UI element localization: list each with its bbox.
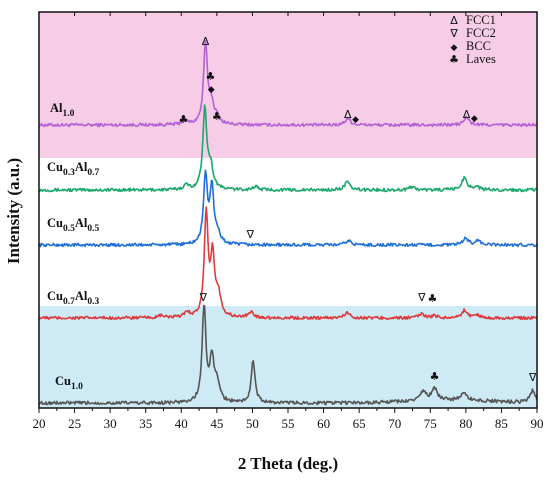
label-sub: 1.0 [63,109,75,119]
legend-label-fcc2: FCC2 [466,26,496,40]
background-bands [39,12,537,408]
legend-label-fcc1: FCC1 [466,13,496,27]
label-sub: 0.7 [87,168,99,178]
sample-label-Cu1.0: Cu1.0 [55,374,83,392]
marker-bcc: ◆ [208,85,215,95]
phase-marker-layer: ΔΔ Δ∇∇ ∇∇◆◆ ◆♣♣ ♣♣♣ [178,35,537,384]
sample-label-Cu0.3Al0.7: Cu0.3Al0.7 [47,160,99,178]
band-blue [39,306,537,408]
x-axis: 20 25 30 35 40 45 50 55 60 65 70 75 80 85 90 [33,12,544,431]
x-tick-label: 70 [388,416,401,431]
legend: Δ FCC1 ∇ FCC2 ◆ BCC ♣ Laves [449,13,496,66]
marker-laves: ♣ [430,370,440,383]
x-tick-label: 55 [282,416,295,431]
marker-laves: ♣ [427,292,437,305]
marker-fcc2: ∇ [417,291,426,304]
series-layer [38,40,538,406]
x-axis-title: 2 Theta (deg.) [238,454,338,473]
marker-bcc: ◆ [352,115,359,125]
x-tick-label: 45 [210,416,223,431]
label-part: Al [50,101,63,115]
label-sub: 0.5 [87,224,99,234]
label-part: Cu [47,216,63,230]
x-tick-label: 50 [246,416,259,431]
marker-fcc2: ∇ [246,228,255,241]
x-tick-label: 25 [68,416,81,431]
label-part: Al [75,160,88,174]
x-tick-label: 20 [33,416,46,431]
label-sub: 0.3 [63,168,75,178]
marker-laves: ♣ [212,110,222,123]
series-line-Cu0.7Al0.3 [38,206,538,321]
x-tick-label: 35 [139,416,152,431]
legend-symbol-fcc1: Δ [450,14,458,27]
x-tick-label: 30 [104,416,117,431]
label-part: Al [75,216,88,230]
marker-bcc: ◆ [471,114,478,124]
x-tick-label: 85 [495,416,508,431]
sample-label-Cu0.7Al0.3: Cu0.7Al0.3 [47,289,99,307]
series-line-Cu1.0 [38,304,538,406]
sample-label-Cu0.5Al0.5: Cu0.5Al0.5 [47,216,99,234]
marker-fcc2: ∇ [199,291,208,304]
legend-symbol-bcc: ◆ [451,43,458,53]
label-sub: 0.3 [87,297,99,307]
sample-label-Al1.0: Al1.0 [50,101,75,119]
series-line-Cu0.5Al0.5 [38,169,538,248]
y-axis-title: Intensity (a.u.) [4,158,23,264]
marker-fcc1: Δ [463,108,471,121]
label-sub: 1.0 [71,382,83,392]
series-line-Cu0.3Al0.7 [38,104,538,193]
x-tick-label: 40 [175,416,188,431]
x-tick-label: 75 [424,416,437,431]
legend-symbol-fcc2: ∇ [449,27,458,40]
x-tick-label: 90 [531,416,544,431]
x-tick-label: 80 [459,416,472,431]
label-part: Cu [47,289,63,303]
legend-symbol-laves: ♣ [449,53,459,66]
label-part: Cu [47,160,63,174]
marker-laves: ♣ [206,70,216,83]
legend-label-laves: Laves [466,52,496,66]
band-white [39,158,537,306]
label-sub: 0.5 [63,224,75,234]
legend-label-bcc: BCC [466,39,491,53]
marker-fcc1: Δ [344,108,352,121]
x-tick-label: 65 [353,416,366,431]
label-sub: 0.7 [63,297,75,307]
marker-fcc2: ∇ [528,371,537,384]
marker-laves: ♣ [178,113,188,126]
x-tick-label: 60 [317,416,330,431]
label-part: Al [75,289,88,303]
marker-fcc1: Δ [202,35,210,48]
series-line-Al1.0 [38,40,538,128]
label-part: Cu [55,374,71,388]
band-pink [39,12,537,158]
